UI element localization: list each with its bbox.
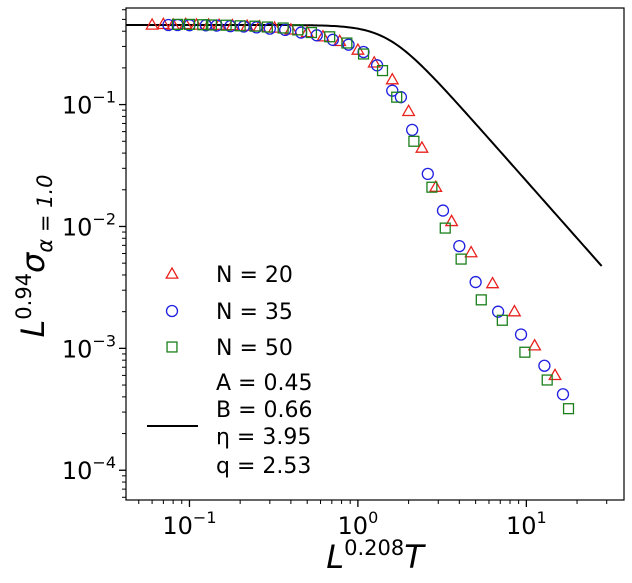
data-point-triangle-0-13 xyxy=(316,29,330,42)
data-point-square-2-16 xyxy=(408,135,420,147)
data-point-square-2-13 xyxy=(357,48,370,60)
x-tick-label-0: 10−1 xyxy=(162,508,216,540)
data-point-circle-1-26 xyxy=(556,388,570,401)
svg-text:L0.208T: L0.208T xyxy=(326,536,426,576)
data-point-triangle-0-12 xyxy=(300,25,315,38)
data-point-square-2-9 xyxy=(292,24,304,36)
data-point-circle-1-8 xyxy=(263,22,276,35)
data-point-square-2-12 xyxy=(341,37,353,49)
y-label-symbol: σ xyxy=(14,251,52,273)
data-point-square-2-23 xyxy=(541,374,553,386)
data-point-circle-1-19 xyxy=(421,167,434,181)
data-point-triangle-0-17 xyxy=(385,72,400,85)
data-point-square-2-1 xyxy=(183,18,196,30)
y-tick-label-3: 10−1 xyxy=(62,88,116,120)
data-point-square-2-0 xyxy=(171,18,184,30)
data-point-circle-1-22 xyxy=(469,275,482,289)
legend-fit-param-1: B = 0.66 xyxy=(216,398,313,423)
data-point-square-2-21 xyxy=(496,314,508,326)
y-axis: 10−4 10−3 10−2 10−1 xyxy=(62,9,126,498)
x-label-exponent: 0.208 xyxy=(344,536,404,560)
data-markers xyxy=(145,17,575,415)
data-point-square-2-18 xyxy=(439,222,451,234)
data-point-circle-1-9 xyxy=(279,23,292,37)
y-label-exponent: 0.94 xyxy=(12,273,36,320)
legend-fit-param-3: q = 2.53 xyxy=(216,454,311,479)
data-point-square-2-20 xyxy=(475,294,487,306)
data-point-triangle-0-19 xyxy=(415,140,429,153)
data-point-triangle-0-20 xyxy=(428,179,443,192)
data-point-circle-1-17 xyxy=(394,91,408,104)
data-point-square-2-7 xyxy=(261,21,273,33)
data-point-triangle-0-4 xyxy=(189,17,204,30)
data-point-square-2-5 xyxy=(234,20,246,32)
data-point-square-2-24 xyxy=(562,403,575,415)
data-point-triangle-0-14 xyxy=(332,34,347,47)
data-point-triangle-0-25 xyxy=(527,338,542,351)
data-point-square-2-11 xyxy=(324,31,336,43)
plot-frame xyxy=(125,7,625,501)
data-point-triangle-0-1 xyxy=(156,17,171,30)
data-point-square-2-19 xyxy=(455,253,467,265)
data-point-triangle-0-0 xyxy=(145,17,159,30)
data-point-square-2-14 xyxy=(376,65,389,77)
data-point-circle-1-23 xyxy=(491,305,505,318)
data-point-square-2-17 xyxy=(426,181,438,193)
data-point-triangle-0-23 xyxy=(485,276,500,289)
y-tick-label-2: 10−2 xyxy=(62,209,116,241)
data-point-square-2-10 xyxy=(305,26,318,39)
x-axis-label: L0.208T xyxy=(326,536,426,576)
data-point-circle-1-21 xyxy=(453,239,466,253)
legend-label-1: N = 35 xyxy=(216,300,293,325)
legend-marker-square xyxy=(166,341,178,353)
legend-label-2: N = 50 xyxy=(216,336,293,361)
y-axis-label: L0.94σα = 1.0 xyxy=(12,174,57,337)
data-point-square-2-3 xyxy=(205,19,218,31)
x-tick-label-2: 101 xyxy=(506,508,547,540)
data-point-square-2-8 xyxy=(277,22,289,34)
legend-fit-param-2: η = 3.95 xyxy=(216,425,311,450)
legend-marker-circle xyxy=(165,304,179,318)
y-label-base: L xyxy=(14,320,52,338)
data-point-triangle-0-16 xyxy=(367,55,382,68)
data-point-triangle-0-21 xyxy=(444,214,459,227)
data-point-circle-1-20 xyxy=(436,204,450,217)
data-point-square-2-2 xyxy=(197,19,209,31)
data-point-triangle-0-18 xyxy=(401,103,416,117)
x-label-variable: T xyxy=(404,538,426,576)
y-tick-label-1: 10−3 xyxy=(62,331,116,363)
legend-label-0: N = 20 xyxy=(216,263,293,288)
data-point-circle-1-13 xyxy=(342,38,355,51)
y-label-subscript: α = 1.0 xyxy=(33,174,57,252)
data-point-square-2-4 xyxy=(220,19,232,31)
data-point-triangle-0-24 xyxy=(507,304,522,317)
data-point-square-2-15 xyxy=(391,91,403,103)
legend: N = 20 N = 35 N = 50 A = 0.45B = 0.66η = 3.… xyxy=(147,263,313,479)
legend-fit-param-0: A = 0.45 xyxy=(216,371,312,396)
y-tick-label-0: 10−4 xyxy=(62,453,116,485)
data-point-circle-1-25 xyxy=(538,359,551,372)
x-axis: 10−1 100 101 xyxy=(138,500,608,540)
fit-curve xyxy=(126,23,603,267)
data-point-square-2-6 xyxy=(249,20,261,32)
data-point-circle-1-14 xyxy=(357,45,370,59)
data-point-circle-1-0 xyxy=(162,18,175,32)
data-point-triangle-0-22 xyxy=(464,245,479,258)
fit-curve-layer xyxy=(126,23,603,267)
data-point-circle-1-12 xyxy=(326,33,339,46)
data-point-circle-1-24 xyxy=(514,328,528,341)
data-point-square-2-22 xyxy=(519,346,531,358)
x-label-base: L xyxy=(326,538,344,576)
legend-marker-triangle xyxy=(165,266,179,279)
svg-text:L0.94σα = 1.0: L0.94σα = 1.0 xyxy=(12,174,57,337)
plot-area xyxy=(125,7,625,501)
x-tick-label-1: 100 xyxy=(338,508,379,540)
data-point-circle-1-18 xyxy=(406,123,419,137)
